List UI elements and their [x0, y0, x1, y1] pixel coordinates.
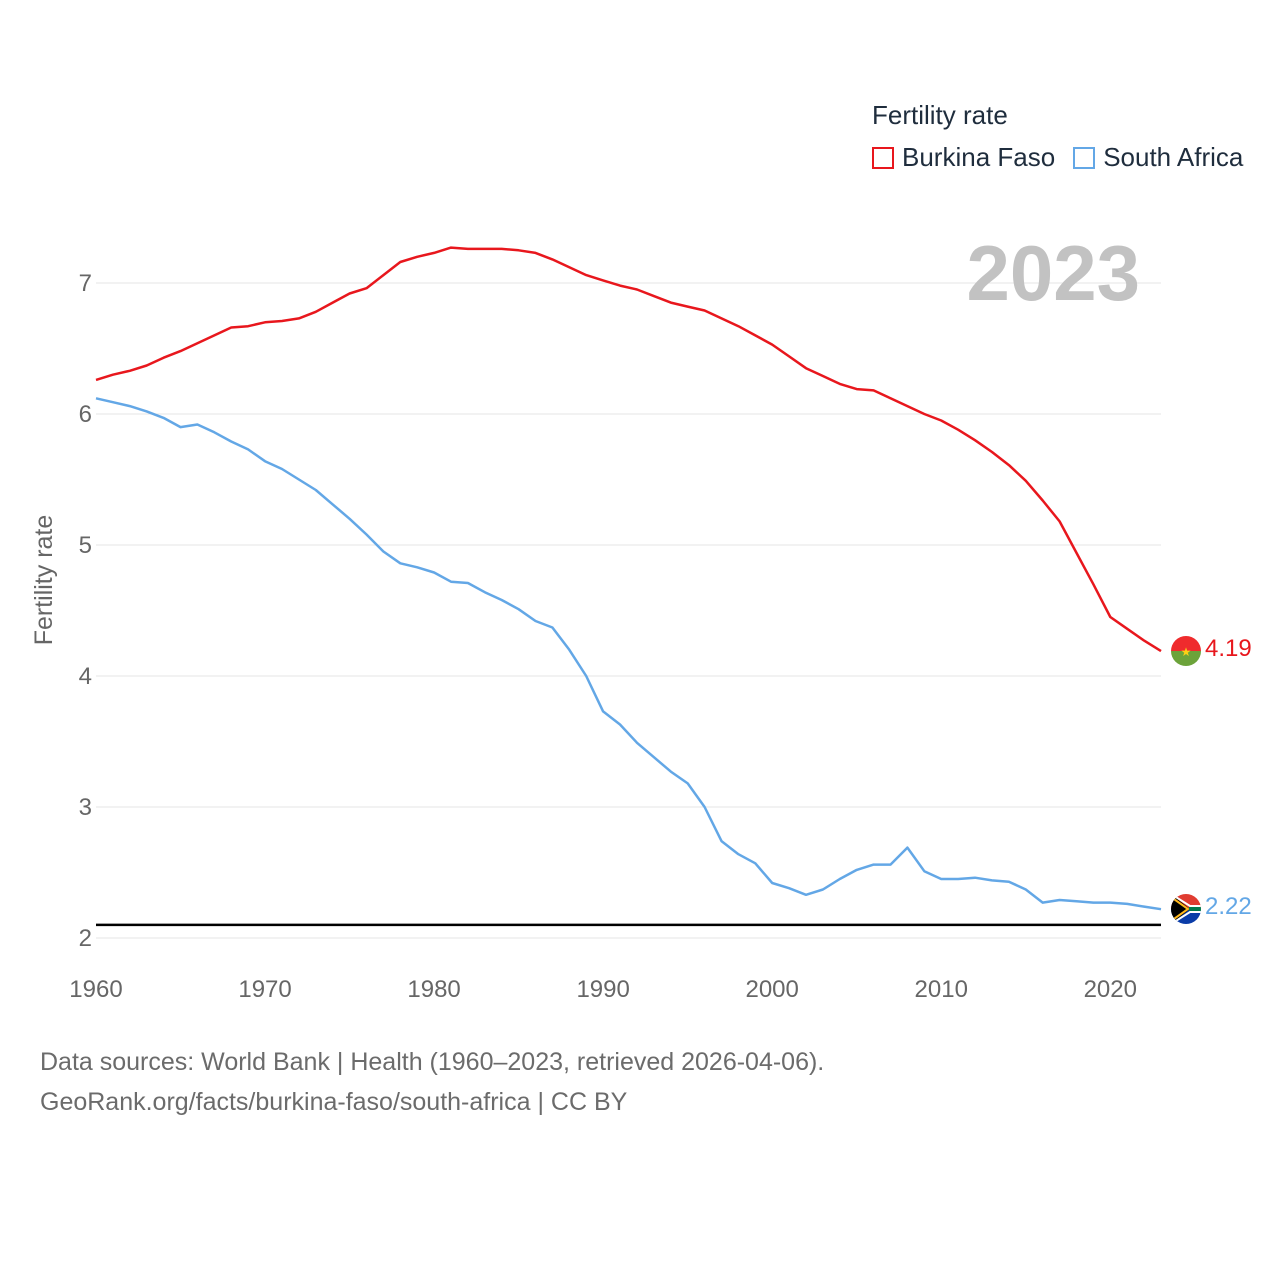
svg-text:★: ★	[1181, 645, 1192, 659]
x-tick-label: 2020	[1084, 976, 1137, 1003]
x-tick-label: 1980	[407, 976, 460, 1003]
x-tick-label: 2010	[915, 976, 968, 1003]
series-end-markers: ★	[1171, 636, 1201, 924]
series-line-south-africa[interactable]	[95, 397, 1162, 911]
data-source-note: Data sources: World Bank | Health (1960–…	[40, 1048, 825, 1076]
legend-item-south-africa[interactable]: South Africa	[1073, 142, 1243, 173]
burkina-faso-flag-icon: ★	[1171, 636, 1201, 666]
footer: Data sources: World Bank | Health (1960–…	[40, 1042, 824, 1122]
y-axis-title: Fertility rate	[30, 515, 58, 646]
y-tick-label: 4	[79, 663, 92, 690]
series-lines	[95, 246, 1162, 911]
legend-label-south-africa: South Africa	[1103, 142, 1244, 172]
end-value-label-south-africa: 2.22	[1205, 893, 1252, 920]
x-tick-label: 1990	[576, 976, 629, 1003]
y-tick-label: 5	[79, 532, 92, 559]
legend-title: Fertility rate	[872, 100, 1008, 130]
series-end-labels: 4.19 2.22	[1205, 635, 1252, 920]
attribution-link[interactable]: GeoRank.org/facts/burkina-faso/south-afr…	[40, 1088, 628, 1116]
y-tick-label: 6	[79, 401, 92, 428]
legend: Burkina Faso South Africa	[872, 142, 1261, 173]
series-line-burkina-faso[interactable]	[95, 246, 1162, 653]
x-tick-label: 1960	[69, 976, 122, 1003]
y-tick-label: 2	[79, 925, 92, 952]
x-tick-label: 2000	[745, 976, 798, 1003]
y-tick-label: 7	[79, 270, 92, 297]
y-tick-label: 3	[79, 794, 92, 821]
legend-swatch-south-africa	[1073, 146, 1096, 169]
axis-ticks: 2 3 4 5 6 7 1960 1970 1980 1990 2000 2010 2020	[69, 270, 1137, 1003]
legend-item-burkina-faso[interactable]: Burkina Faso	[872, 142, 1055, 173]
legend-label-burkina-faso: Burkina Faso	[902, 142, 1056, 172]
grid	[96, 282, 1161, 939]
legend-swatch-burkina-faso	[872, 146, 894, 169]
x-tick-label: 1970	[238, 976, 291, 1003]
end-value-label-burkina-faso: 4.19	[1205, 635, 1252, 662]
south-africa-flag-icon	[1171, 894, 1201, 924]
year-label: 2023	[966, 229, 1140, 317]
